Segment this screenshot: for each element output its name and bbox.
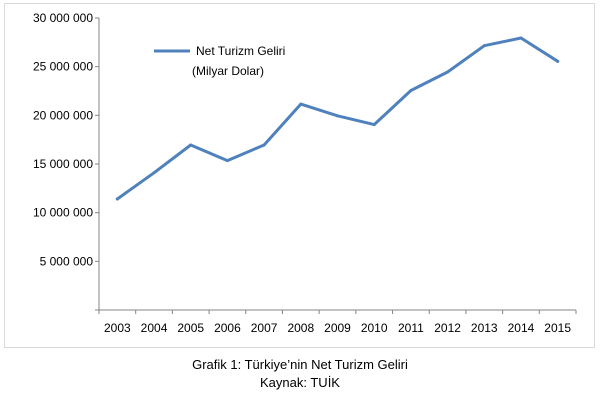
data-point	[409, 89, 413, 93]
x-axis-ticks: 2003 2004 2005 2006 2007 2008 2009 2010 2011 2012…	[98, 310, 577, 335]
y-tick-label: 30 000 000	[33, 11, 93, 25]
chart-frame	[4, 3, 595, 348]
line-chart: 30 000 000 25 000 000 20 000 000 15 000 000…	[33, 11, 577, 335]
x-tick-label: 2009	[324, 321, 351, 335]
y-tick-label: 15 000 000	[33, 157, 93, 171]
y-tick-label: 25 000 000	[33, 60, 93, 74]
y-tick-label: 20 000 000	[33, 108, 93, 122]
legend-label: Net Turizm Geliri	[196, 44, 285, 58]
series-line	[115, 36, 560, 201]
data-point	[446, 70, 450, 74]
data-point	[519, 36, 523, 40]
x-tick-label: 2014	[508, 321, 535, 335]
x-tick-label: 2004	[141, 321, 168, 335]
y-tick-label: 10 000 000	[33, 206, 93, 220]
x-tick-label: 2006	[214, 321, 241, 335]
x-tick-label: 2012	[434, 321, 461, 335]
legend-label-unit: (Milyar Dolar)	[192, 64, 264, 78]
y-axis-ticks: 30 000 000 25 000 000 20 000 000 15 000 000…	[33, 11, 99, 311]
x-tick-label: 2003	[104, 321, 131, 335]
y-tick-label: 5 000 000	[40, 254, 94, 268]
data-point	[336, 114, 339, 118]
caption-title: Grafik 1: Türkiye’nin Net Turizm Geliri	[192, 357, 408, 372]
data-point	[372, 123, 376, 127]
x-tick-label: 2011	[398, 321, 424, 335]
x-tick-label: 2010	[361, 321, 388, 335]
chart-axes	[98, 18, 576, 311]
data-point	[262, 143, 266, 147]
x-tick-label: 2015	[544, 321, 571, 335]
data-point	[482, 44, 486, 48]
series-layer	[115, 36, 560, 201]
caption-source: Kaynak: TUİK	[260, 375, 340, 390]
data-point	[115, 197, 119, 201]
figure-caption: Grafik 1: Türkiye’nin Net Turizm Geliri …	[0, 356, 600, 392]
x-tick-label: 2008	[287, 321, 314, 335]
data-point	[152, 171, 156, 175]
x-tick-label: 2005	[177, 321, 204, 335]
data-point	[189, 143, 193, 147]
x-tick-label: 2013	[471, 321, 498, 335]
legend: Net Turizm Geliri (Milyar Dolar)	[154, 44, 285, 78]
data-point	[556, 59, 560, 63]
x-tick-label: 2007	[251, 321, 278, 335]
data-point	[299, 102, 303, 106]
data-point	[225, 159, 229, 163]
